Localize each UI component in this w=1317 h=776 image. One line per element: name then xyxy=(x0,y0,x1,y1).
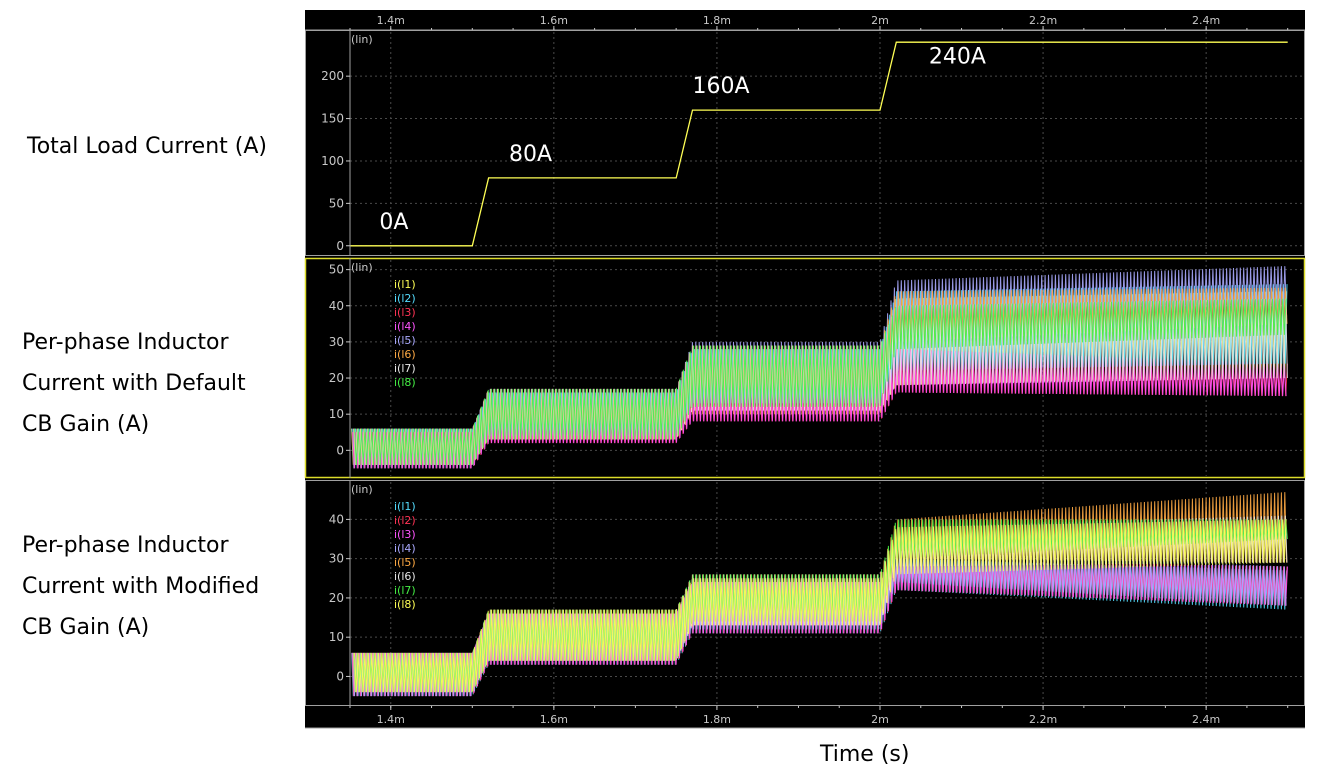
annotation-layer: 0A 80A 160A 240A xyxy=(379,44,986,234)
legend-entry: i(l3) xyxy=(394,528,416,541)
modified-gain-label: Per-phase Inductor Current with Modified… xyxy=(22,525,259,648)
legend-entry: i(l3) xyxy=(394,306,416,319)
scale-tag: (lin) xyxy=(351,33,373,46)
step-annotation: 0A xyxy=(379,210,408,235)
default-gain-label-line-2: Current with Default xyxy=(22,371,246,396)
load-current-trace xyxy=(350,41,1288,247)
legend-entry: i(l2) xyxy=(394,292,416,305)
default-gain-label-line-1: Per-phase Inductor xyxy=(22,330,229,355)
y-tick-label: 40 xyxy=(329,512,344,526)
y-tick-label: 50 xyxy=(329,263,344,277)
time-tick-label: 2.4m xyxy=(1192,713,1220,726)
y-tick-label: 100 xyxy=(321,154,344,168)
legend-entry: i(l2) xyxy=(394,514,416,527)
y-tick-label: 30 xyxy=(329,552,344,566)
time-tick-label: 2.2m xyxy=(1029,713,1057,726)
time-tick-label: 1.4m xyxy=(377,14,405,27)
legend-entry: i(l6) xyxy=(394,348,416,361)
time-tick-label: 1.8m xyxy=(703,14,731,27)
default-gain-label-line-3: CB Gain (A) xyxy=(22,412,150,437)
scale-tag: (lin) xyxy=(351,483,373,496)
legend-entry: i(l4) xyxy=(394,320,416,333)
time-tick-label: 2m xyxy=(871,713,889,726)
phase-current-trace-il3 xyxy=(352,558,1288,697)
panel-border xyxy=(305,30,1305,256)
legend-entry: i(l8) xyxy=(394,598,416,611)
time-tick-label: 1.8m xyxy=(703,713,731,726)
y-tick-label: 200 xyxy=(321,69,344,83)
time-tick-label: 1.6m xyxy=(540,14,568,27)
x-axis-title: Time (s) xyxy=(820,742,910,767)
legend-entry: i(l1) xyxy=(394,278,416,291)
panel-border xyxy=(304,257,1306,479)
y-tick-label: 150 xyxy=(321,112,344,126)
legend-entry: i(l1) xyxy=(394,500,416,513)
load-current-label-line: Total Load Current (A) xyxy=(27,134,267,159)
legend-entry: i(l4) xyxy=(394,542,416,555)
step-annotation: 80A xyxy=(509,142,552,167)
y-tick-label: 10 xyxy=(329,407,344,421)
legend-entry: i(l5) xyxy=(394,556,416,569)
y-tick-label: 10 xyxy=(329,630,344,644)
y-tick-label: 0 xyxy=(336,669,344,683)
time-tick-label: 2.2m xyxy=(1029,14,1057,27)
y-tick-label: 50 xyxy=(329,196,344,210)
time-tick-label: 1.4m xyxy=(377,713,405,726)
legend-entry: i(l7) xyxy=(394,584,416,597)
default-gain-label: Per-phase Inductor Current with Default … xyxy=(22,322,246,445)
legend-entry: i(l8) xyxy=(394,376,416,389)
legend-entry: i(l5) xyxy=(394,334,416,347)
time-tick-label: 2m xyxy=(871,14,889,27)
y-tick-label: 0 xyxy=(336,239,344,253)
y-tick-label: 30 xyxy=(329,335,344,349)
step-annotation: 240A xyxy=(929,44,986,69)
phase-current-trace-il8 xyxy=(354,298,1287,465)
y-tick-label: 40 xyxy=(329,299,344,313)
panel-border xyxy=(305,480,1305,706)
load-current-label: Total Load Current (A) xyxy=(27,126,267,167)
legend-entry: i(l6) xyxy=(394,570,416,583)
modified-gain-label-line-1: Per-phase Inductor xyxy=(22,533,229,558)
traces-layer xyxy=(350,41,1288,697)
time-tick-label: 2.4m xyxy=(1192,14,1220,27)
step-annotation: 160A xyxy=(692,74,749,99)
phase-current-trace-il8 xyxy=(354,519,1287,693)
time-tick-label: 1.6m xyxy=(540,713,568,726)
modified-gain-label-line-3: CB Gain (A) xyxy=(22,615,150,640)
y-tick-label: 20 xyxy=(329,371,344,385)
scale-tag: (lin) xyxy=(351,261,373,274)
axes-layer: 1.4m 1.6m 1.8m 2m 2.2m 2.4m 1.4m 1.6m 1.8m 2m 2.2m… xyxy=(304,14,1306,729)
y-tick-label: 20 xyxy=(329,591,344,605)
legend-entry: i(l7) xyxy=(394,362,416,375)
modified-gain-label-line-2: Current with Modified xyxy=(22,574,260,599)
y-tick-label: 0 xyxy=(336,443,344,457)
legend-layer: i(l1)i(l2)i(l3)i(l4)i(l5)i(l6)i(l7)i(l8)… xyxy=(394,278,416,611)
